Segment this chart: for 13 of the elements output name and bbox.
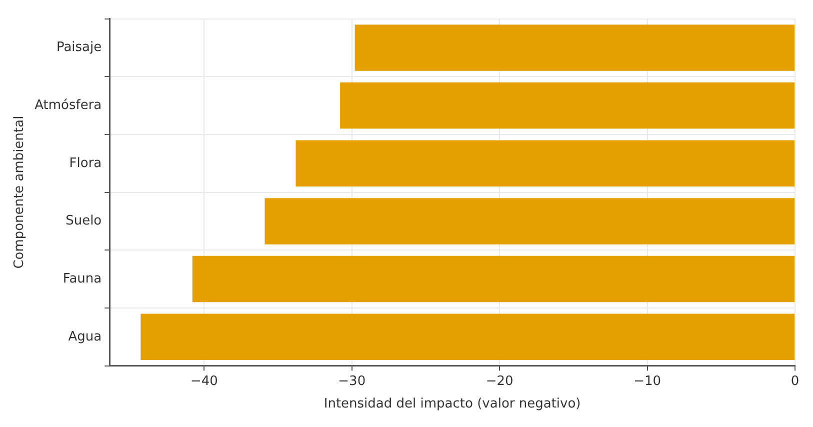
y-tick-label: Suelo <box>66 214 102 229</box>
y-tick-label: Paisaje <box>56 40 102 56</box>
x-tick-label: −30 <box>338 374 366 389</box>
x-axis-title: Intensidad del impacto (valor negativo) <box>324 396 581 412</box>
x-tick-label: −40 <box>190 374 218 389</box>
y-tick-label: Fauna <box>62 271 102 286</box>
x-tick-label: −10 <box>634 374 662 389</box>
y-axis-title: Componente ambiental <box>12 116 28 269</box>
x-tick-label: −20 <box>486 374 514 389</box>
y-tick-label: Agua <box>68 329 102 344</box>
y-tick-label: Flora <box>69 156 102 171</box>
y-tick-label: Atmósfera <box>34 98 102 113</box>
x-tick-label: 0 <box>790 374 800 389</box>
